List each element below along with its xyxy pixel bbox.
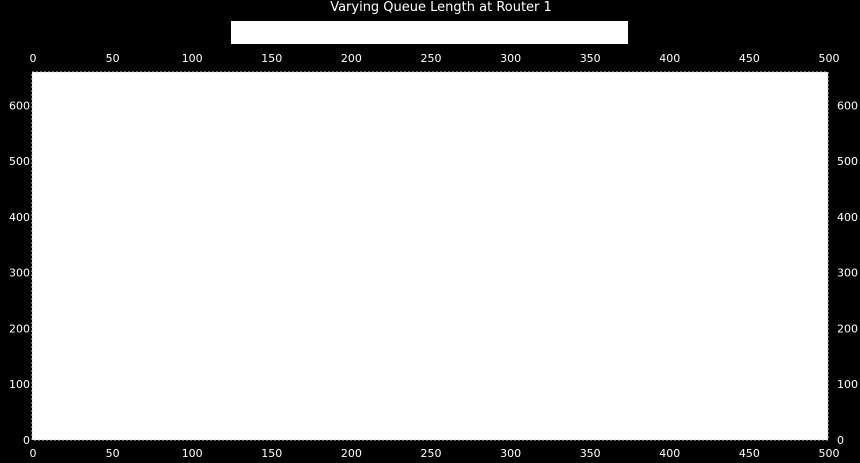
y-tick-label-right: 0 xyxy=(837,434,844,447)
y-tick-label-left: 600 xyxy=(9,99,30,112)
x-tick-label-bottom: 450 xyxy=(739,447,760,460)
y-tick-label-right: 400 xyxy=(837,211,858,224)
y-tick-label-left: 300 xyxy=(9,267,30,280)
x-tick-label-bottom: 200 xyxy=(341,447,362,460)
y-tick-label-right: 300 xyxy=(837,267,858,280)
y-tick-label-left: 400 xyxy=(9,211,30,224)
x-tick-label-top: 350 xyxy=(580,52,601,65)
x-tick-label-bottom: 0 xyxy=(30,447,37,460)
x-tick-label-bottom: 300 xyxy=(500,447,521,460)
x-tick-label-top: 500 xyxy=(819,52,840,65)
y-tick-label-right: 600 xyxy=(837,99,858,112)
y-tick-label-left: 500 xyxy=(9,155,30,168)
y-tick-label-right: 100 xyxy=(837,378,858,391)
x-tick-label-top: 400 xyxy=(659,52,680,65)
y-tick-label-left: 0 xyxy=(23,434,30,447)
x-tick-label-top: 200 xyxy=(341,52,362,65)
chart-title: Varying Queue Length at Router 1 xyxy=(330,0,552,15)
x-tick-label-bottom: 500 xyxy=(819,447,840,460)
x-tick-label-top: 50 xyxy=(106,52,120,65)
x-tick-label-bottom: 400 xyxy=(659,447,680,460)
x-tick-label-top: 100 xyxy=(182,52,203,65)
x-tick-label-top: 0 xyxy=(30,52,37,65)
x-tick-label-top: 450 xyxy=(739,52,760,65)
x-tick-label-top: 300 xyxy=(500,52,521,65)
plot-area xyxy=(31,71,829,441)
y-tick-label-right: 200 xyxy=(837,322,858,335)
x-tick-label-bottom: 100 xyxy=(182,447,203,460)
legend-box xyxy=(231,21,628,44)
x-tick-label-top: 150 xyxy=(261,52,282,65)
axis-ticks: 0050501001001501502002002502503003003503… xyxy=(9,52,858,460)
x-tick-label-bottom: 350 xyxy=(580,447,601,460)
y-tick-label-left: 200 xyxy=(9,322,30,335)
x-tick-label-bottom: 250 xyxy=(421,447,442,460)
x-tick-label-bottom: 150 xyxy=(261,447,282,460)
x-tick-label-bottom: 50 xyxy=(106,447,120,460)
y-tick-label-right: 500 xyxy=(837,155,858,168)
x-tick-label-top: 250 xyxy=(421,52,442,65)
y-tick-label-left: 100 xyxy=(9,378,30,391)
